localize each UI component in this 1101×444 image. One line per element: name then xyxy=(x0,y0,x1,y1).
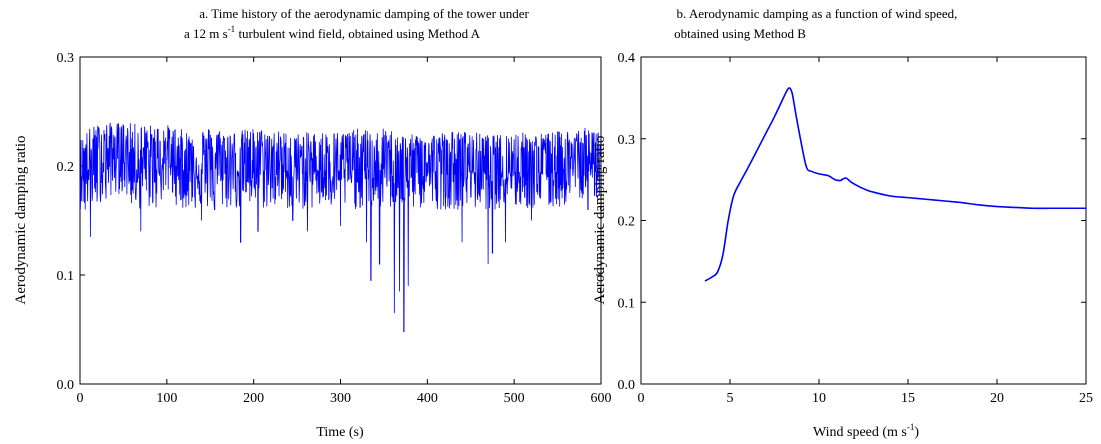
y-tick-label: 0.3 xyxy=(618,133,636,148)
x-tick-label: 15 xyxy=(901,391,915,406)
y-tick-label: 0.4 xyxy=(618,51,636,66)
x-tick-label: 0 xyxy=(638,391,645,406)
panel-a: a. Time history of the aerodynamic dampi… xyxy=(13,6,612,440)
x-tick-label: 400 xyxy=(417,391,438,406)
x-tick-label: 200 xyxy=(243,391,264,406)
panel-b-series xyxy=(704,87,1086,282)
panel-a-title-line2: a 12 m s-1 turbulent wind field, obtaine… xyxy=(184,24,481,41)
x-tick-label: 600 xyxy=(591,391,612,406)
panel-b-title-line1: b. Aerodynamic damping as a function of … xyxy=(677,6,958,21)
panel-a-x-axis-label: Time (s) xyxy=(316,425,364,440)
panel-b-x-ticks: 0 5 10 15 20 25 xyxy=(638,57,1093,406)
panel-b: b. Aerodynamic damping as a function of … xyxy=(592,6,1093,440)
x-tick-label: 300 xyxy=(330,391,351,406)
x-tick-label: 25 xyxy=(1079,391,1093,406)
panel-a-series xyxy=(79,122,602,333)
x-tick-label: 500 xyxy=(504,391,525,406)
x-tick-label: 0 xyxy=(77,391,84,406)
panel-a-y-ticks: 0.0 0.1 0.2 0.3 xyxy=(57,51,601,393)
panel-a-title-line1: a. Time history of the aerodynamic dampi… xyxy=(199,6,529,21)
panel-b-x-axis-label: Wind speed (m s-1) xyxy=(813,422,919,440)
panel-a-x-ticks: 0 100 200 300 400 500 600 xyxy=(77,57,612,406)
x-tick-label: 10 xyxy=(812,391,826,406)
panel-a-y-axis-label: Aerodynamic damping ratio xyxy=(13,135,29,304)
x-tick-label: 100 xyxy=(156,391,177,406)
y-tick-label: 0.0 xyxy=(618,378,636,393)
panel-b-title-line2: obtained using Method B xyxy=(674,26,806,41)
panel-b-y-ticks: 0.0 0.1 0.2 0.3 0.4 xyxy=(618,51,1086,393)
panel-a-damping-line xyxy=(79,122,602,333)
y-tick-label: 0.1 xyxy=(57,269,75,284)
y-tick-label: 0.0 xyxy=(57,378,75,393)
y-tick-label: 0.1 xyxy=(618,296,636,311)
panel-b-plot-frame xyxy=(640,56,1087,385)
y-tick-label: 0.2 xyxy=(618,215,636,230)
x-tick-label: 5 xyxy=(727,391,734,406)
panel-b-damping-curve xyxy=(704,87,1086,282)
y-tick-label: 0.3 xyxy=(57,51,75,66)
x-tick-label: 20 xyxy=(990,391,1004,406)
panel-b-y-axis-label: Aerodynamic damping ratio xyxy=(592,135,608,304)
y-tick-label: 0.2 xyxy=(57,160,75,175)
